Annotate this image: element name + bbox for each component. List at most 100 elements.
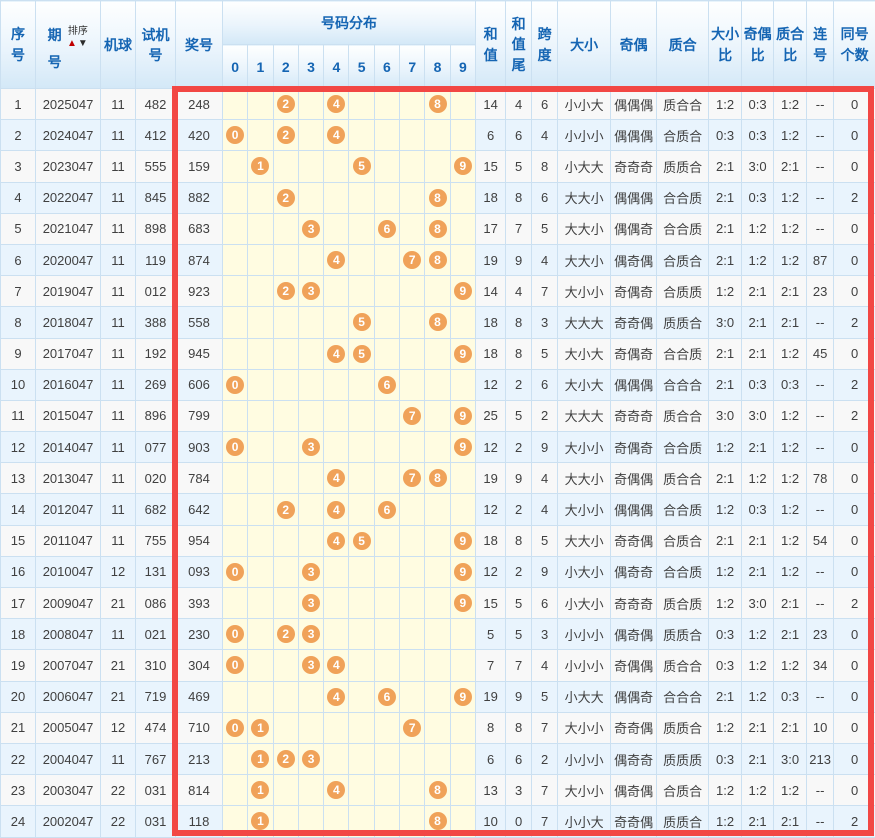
parity-cell: 偶奇偶 <box>610 618 658 651</box>
sum-cell: 15 <box>475 150 507 183</box>
seq-cell: 3 <box>0 150 36 183</box>
dist-cell-8: 8 <box>424 87 451 121</box>
dist-cell-6: 6 <box>373 368 401 401</box>
sum-cell: 8 <box>475 711 507 744</box>
dist-cell-2 <box>272 680 299 713</box>
number-ball: 4 <box>327 781 346 800</box>
seq-cell: 17 <box>0 586 36 620</box>
dist-cell-4: 4 <box>323 493 350 526</box>
test-number-cell: 086 <box>135 586 176 620</box>
size-ratio-cell: 2:1 <box>708 524 743 557</box>
prize-number-cell: 469 <box>175 680 223 713</box>
dist-cell-3 <box>297 680 325 713</box>
table-row: 18 2008047 11 021 230 0 2 3 5 5 3 小小小 偶奇… <box>0 618 875 651</box>
number-ball: 0 <box>226 126 245 145</box>
same-count-cell: 2 <box>833 586 875 620</box>
size-cell: 大大小 <box>557 524 612 557</box>
size-cell: 大小小 <box>557 774 612 807</box>
parity-cell: 偶奇奇 <box>610 555 658 589</box>
number-ball: 5 <box>352 157 371 176</box>
number-ball: 8 <box>428 812 447 831</box>
digit-header-8: 8 <box>424 44 451 89</box>
dist-cell-8 <box>424 618 451 651</box>
consecutive-cell: -- <box>806 399 835 433</box>
dist-cell-0 <box>221 462 249 495</box>
dist-cell-3 <box>297 462 325 495</box>
dist-cell-6: 6 <box>373 493 401 526</box>
same-count-cell: 2 <box>833 805 875 838</box>
dist-cell-6 <box>373 649 401 682</box>
dist-cell-4 <box>323 306 350 339</box>
prize-number-cell: 903 <box>175 431 223 464</box>
number-ball: 9 <box>453 687 472 706</box>
period-cell: 2021047 <box>35 212 101 245</box>
size-cell: 小小小 <box>557 649 612 682</box>
col-header-parity-ratio: 奇偶比 <box>741 0 775 89</box>
dist-cell-0 <box>221 337 249 370</box>
prize-number-cell: 304 <box>175 649 223 682</box>
test-number-cell: 896 <box>135 399 176 433</box>
sort-control[interactable]: 排序 ▲▼ <box>67 22 89 49</box>
seq-cell: 21 <box>0 711 36 744</box>
dist-cell-6 <box>373 87 401 121</box>
prime-cell: 质质质 <box>656 742 710 776</box>
dist-cell-2: 2 <box>272 742 299 776</box>
test-number-cell: 719 <box>135 680 176 713</box>
dist-cell-5 <box>348 618 375 651</box>
table-row: 14 2012047 11 682 642 2 4 6 12 2 4 大小小 偶… <box>0 493 875 526</box>
table-row: 4 2022047 11 845 882 2 8 18 8 6 大大小 偶偶偶 … <box>0 181 875 214</box>
dist-cell-7 <box>399 150 426 183</box>
number-ball: 3 <box>302 282 321 301</box>
span-cell: 7 <box>531 774 559 807</box>
seq-cell: 10 <box>0 368 36 401</box>
test-number-cell: 119 <box>135 243 176 277</box>
period-cell: 2002047 <box>35 805 101 838</box>
sum-cell: 15 <box>475 586 507 620</box>
dist-cell-3: 3 <box>297 649 325 682</box>
sort-ascending-icon[interactable]: ▲ <box>66 37 78 49</box>
dist-cell-7: 7 <box>399 462 426 495</box>
size-ratio-cell: 3:0 <box>708 306 743 339</box>
number-ball: 3 <box>302 625 321 644</box>
sum-cell: 12 <box>475 555 507 589</box>
digit-header-2: 2 <box>272 44 299 89</box>
dist-cell-0: 0 <box>221 649 249 682</box>
col-header-seq: 序号 <box>0 0 36 89</box>
size-cell: 大小小 <box>557 431 612 464</box>
prize-number-cell: 393 <box>175 586 223 620</box>
dist-cell-5: 5 <box>348 524 375 557</box>
dist-cell-7 <box>399 181 426 214</box>
number-ball: 4 <box>327 656 346 675</box>
parity-ratio-cell: 2:1 <box>741 524 775 557</box>
parity-ratio-cell: 0:3 <box>741 493 775 526</box>
dist-cell-6: 6 <box>373 680 401 713</box>
machine-cell: 11 <box>100 742 136 776</box>
dist-cell-4 <box>323 805 350 838</box>
size-cell: 大大大 <box>557 399 612 433</box>
digit-header-7: 7 <box>399 44 426 89</box>
parity-ratio-cell: 0:3 <box>741 87 775 121</box>
dist-cell-0 <box>221 774 249 807</box>
prime-cell: 合合质 <box>656 212 710 245</box>
dist-cell-2: 2 <box>272 87 299 121</box>
parity-ratio-cell: 2:1 <box>741 275 775 308</box>
consecutive-cell: 78 <box>806 462 835 495</box>
sort-descending-icon[interactable]: ▼ <box>77 37 89 49</box>
sum-cell: 6 <box>475 119 507 152</box>
number-ball: 1 <box>251 157 270 176</box>
parity-ratio-cell: 0:3 <box>741 181 775 214</box>
dist-cell-3 <box>297 87 325 121</box>
span-cell: 2 <box>531 742 559 776</box>
dist-cell-7 <box>399 742 426 776</box>
size-cell: 小大大 <box>557 680 612 713</box>
dist-cell-7 <box>399 649 426 682</box>
span-cell: 6 <box>531 181 559 214</box>
dist-cell-8 <box>424 337 451 370</box>
sort-label: 排序 <box>67 25 88 37</box>
dist-cell-2 <box>272 462 299 495</box>
digit-header-0: 0 <box>221 44 249 89</box>
dist-cell-2 <box>272 431 299 464</box>
number-ball: 4 <box>327 687 346 706</box>
prize-number-cell: 799 <box>175 399 223 433</box>
prime-cell: 合质合 <box>656 524 710 557</box>
